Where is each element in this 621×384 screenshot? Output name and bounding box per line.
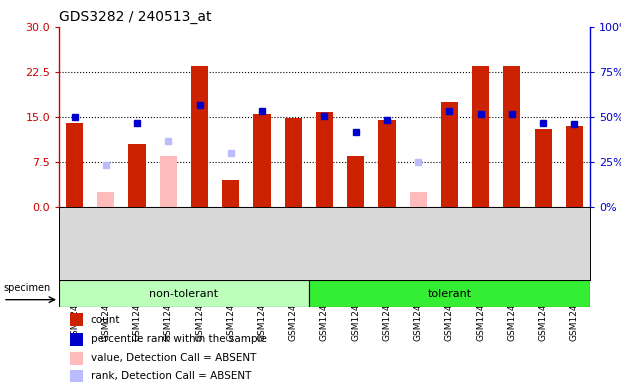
Bar: [503, 66, 520, 207]
Bar: [97, 192, 114, 207]
Text: tolerant: tolerant: [427, 289, 471, 299]
Text: rank, Detection Call = ABSENT: rank, Detection Call = ABSENT: [91, 371, 252, 381]
Bar: [309, 280, 590, 307]
Bar: [347, 156, 365, 207]
Text: non-tolerant: non-tolerant: [150, 289, 219, 299]
Bar: [222, 180, 239, 207]
Bar: [70, 313, 83, 326]
Text: specimen: specimen: [3, 283, 50, 293]
Text: GDS3282 / 240513_at: GDS3282 / 240513_at: [59, 10, 212, 24]
Bar: [70, 333, 83, 346]
Bar: [129, 144, 146, 207]
Bar: [253, 114, 271, 207]
Bar: [191, 66, 208, 207]
Text: count: count: [91, 315, 120, 325]
Bar: [70, 352, 83, 365]
Bar: [472, 66, 489, 207]
Bar: [59, 280, 309, 307]
Bar: [160, 156, 177, 207]
Bar: [378, 120, 396, 207]
Text: value, Detection Call = ABSENT: value, Detection Call = ABSENT: [91, 353, 256, 363]
Bar: [316, 112, 333, 207]
Bar: [535, 129, 551, 207]
Bar: [70, 369, 83, 382]
Bar: [66, 123, 83, 207]
Bar: [410, 192, 427, 207]
Text: percentile rank within the sample: percentile rank within the sample: [91, 334, 267, 344]
Bar: [441, 102, 458, 207]
Bar: [566, 126, 583, 207]
Bar: [284, 118, 302, 207]
